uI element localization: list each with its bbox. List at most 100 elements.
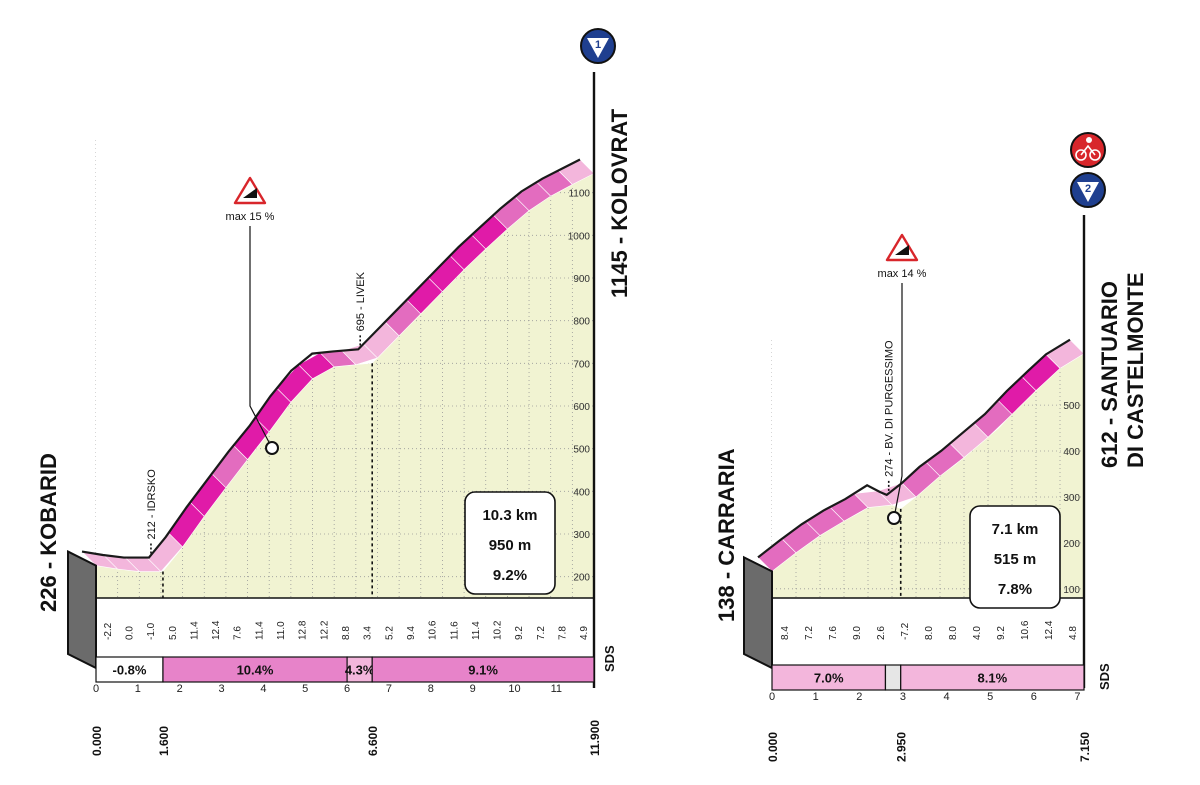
km-marker-label: 11.900 [588, 720, 602, 756]
km-marker-label: 0.000 [90, 726, 104, 756]
x-tick-label: 0 [93, 683, 99, 695]
sds-logo: SDS [602, 645, 617, 672]
y-tick-label: 300 [1063, 493, 1080, 504]
gradient-label: 2.6 [876, 626, 887, 640]
y-tick-label: 400 [1063, 447, 1080, 458]
x-tick-label: 4 [260, 683, 266, 695]
y-tick-label: 500 [573, 445, 590, 456]
x-tick-label: 6 [344, 683, 350, 695]
stats-box [969, 505, 1061, 609]
max-gradient-label: max 14 % [878, 268, 927, 280]
gradient-label: 4.0 [972, 626, 983, 640]
x-tick-label: 10 [508, 683, 520, 695]
gradient-label: 11.4 [254, 621, 265, 640]
y-tick-label: 800 [573, 317, 590, 328]
x-tick-label: 5 [987, 691, 993, 703]
segment-label: 9.1% [468, 663, 498, 678]
sds-logo: SDS [1097, 663, 1112, 690]
gradient-label: 9.4 [406, 626, 417, 640]
start-wall [743, 555, 773, 670]
stats-value: 7.8% [998, 581, 1032, 598]
segment-label: 4.3% [345, 663, 375, 678]
max-gradient-leader [893, 283, 903, 519]
y-tick-label: 1100 [568, 189, 590, 200]
waypoint-label: 274 - BV. DI PURGESSIMO [884, 340, 896, 477]
y-tick-label: 300 [573, 530, 590, 541]
x-tick-label: 9 [470, 683, 476, 695]
gradient-label: 4.8 [1068, 626, 1079, 640]
gradient-label: 10.6 [428, 620, 439, 640]
start-location-label: 138 - CARRARIA [714, 448, 739, 622]
y-tick-label: 200 [1063, 539, 1080, 550]
finish-location-label-line2: DI CASTELMONTE [1123, 272, 1148, 468]
x-tick-label: 7 [1074, 691, 1080, 703]
y-tick-label: 500 [1063, 401, 1080, 412]
x-tick-label: 4 [943, 691, 949, 703]
start-location-label: 226 - KOBARID [36, 453, 61, 612]
segment-label: 7.0% [814, 671, 844, 686]
steep-warning-glyph [895, 245, 909, 255]
km-marker-label: 2.950 [895, 732, 909, 762]
kom-triangle [587, 38, 609, 58]
finish-location-label: 612 - SANTUARIO [1097, 281, 1122, 468]
gradient-label: 5.0 [168, 626, 179, 640]
profile-area [96, 173, 594, 598]
segment-label: 8.1% [978, 671, 1008, 686]
x-tick-label: 6 [1031, 691, 1037, 703]
segment-bar [900, 664, 1085, 691]
waypoint-label: 212 - IDRSKO [146, 469, 158, 540]
x-tick-label: 5 [302, 683, 308, 695]
y-tick-label: 900 [573, 274, 590, 285]
max-gradient-point [265, 441, 279, 455]
segment-label: -0.8% [112, 663, 146, 678]
gradient-label: 9.2 [996, 626, 1007, 640]
gradient-label: -2.2 [103, 622, 114, 640]
segment-bar [95, 656, 164, 683]
x-tick-label: 3 [900, 691, 906, 703]
cyclist-body-icon [1080, 144, 1096, 156]
gradient-label: 11.6 [449, 621, 460, 640]
stats-value: 950 m [489, 537, 532, 554]
gradient-label: 9.2 [514, 626, 525, 640]
gradient-label: 7.6 [828, 626, 839, 640]
segment-label: 10.4% [237, 663, 274, 678]
gradient-label: 8.8 [341, 626, 352, 640]
gradient-label: 8.4 [780, 626, 791, 640]
steep-warning-icon [233, 176, 267, 205]
gradient-label: 12.8 [298, 620, 309, 640]
x-tick-label: 2 [856, 691, 862, 703]
climb-chart-2: 100 200 300 400 500 8.4 7.2 7.6 9.0 2.6 -7.2 8.0 8.0… [714, 132, 1148, 762]
gradient-label: 12.4 [211, 620, 222, 640]
gradient-label: 3.4 [363, 626, 374, 640]
kom-triangle [1077, 182, 1099, 202]
stats-value: 7.1 km [992, 521, 1039, 538]
profile-top-line [81, 158, 581, 559]
segment-bar [884, 664, 902, 691]
max-gradient-leader [249, 226, 273, 449]
cyclist-head-icon [1086, 137, 1092, 143]
y-tick-label: 1000 [568, 231, 591, 242]
max-gradient-point [887, 511, 901, 525]
kom-badge-number: 2 [1085, 183, 1091, 195]
x-tick-label: 1 [135, 683, 141, 695]
stats-value: 10.3 km [482, 507, 537, 524]
stats-value: 9.2% [493, 567, 527, 584]
km-marker-label: 6.600 [366, 726, 380, 756]
gradient-label: 11.4 [189, 621, 200, 640]
steep-warning-glyph [243, 188, 257, 198]
profile-mask [96, 110, 594, 572]
gradient-label: 8.0 [948, 626, 959, 640]
gradient-label: 12.2 [319, 620, 330, 640]
waypoint-label: 695 - LIVEK [355, 271, 367, 331]
gradient-label: 7.2 [536, 626, 547, 640]
x-tick-label: 1 [813, 691, 819, 703]
gradient-label: 11.0 [276, 621, 287, 640]
gradient-label: 5.2 [384, 626, 395, 640]
gradient-label: 7.2 [804, 626, 815, 640]
x-tick-label: 7 [386, 683, 392, 695]
x-tick-label: 3 [218, 683, 224, 695]
gradient-label: 11.4 [471, 621, 482, 640]
